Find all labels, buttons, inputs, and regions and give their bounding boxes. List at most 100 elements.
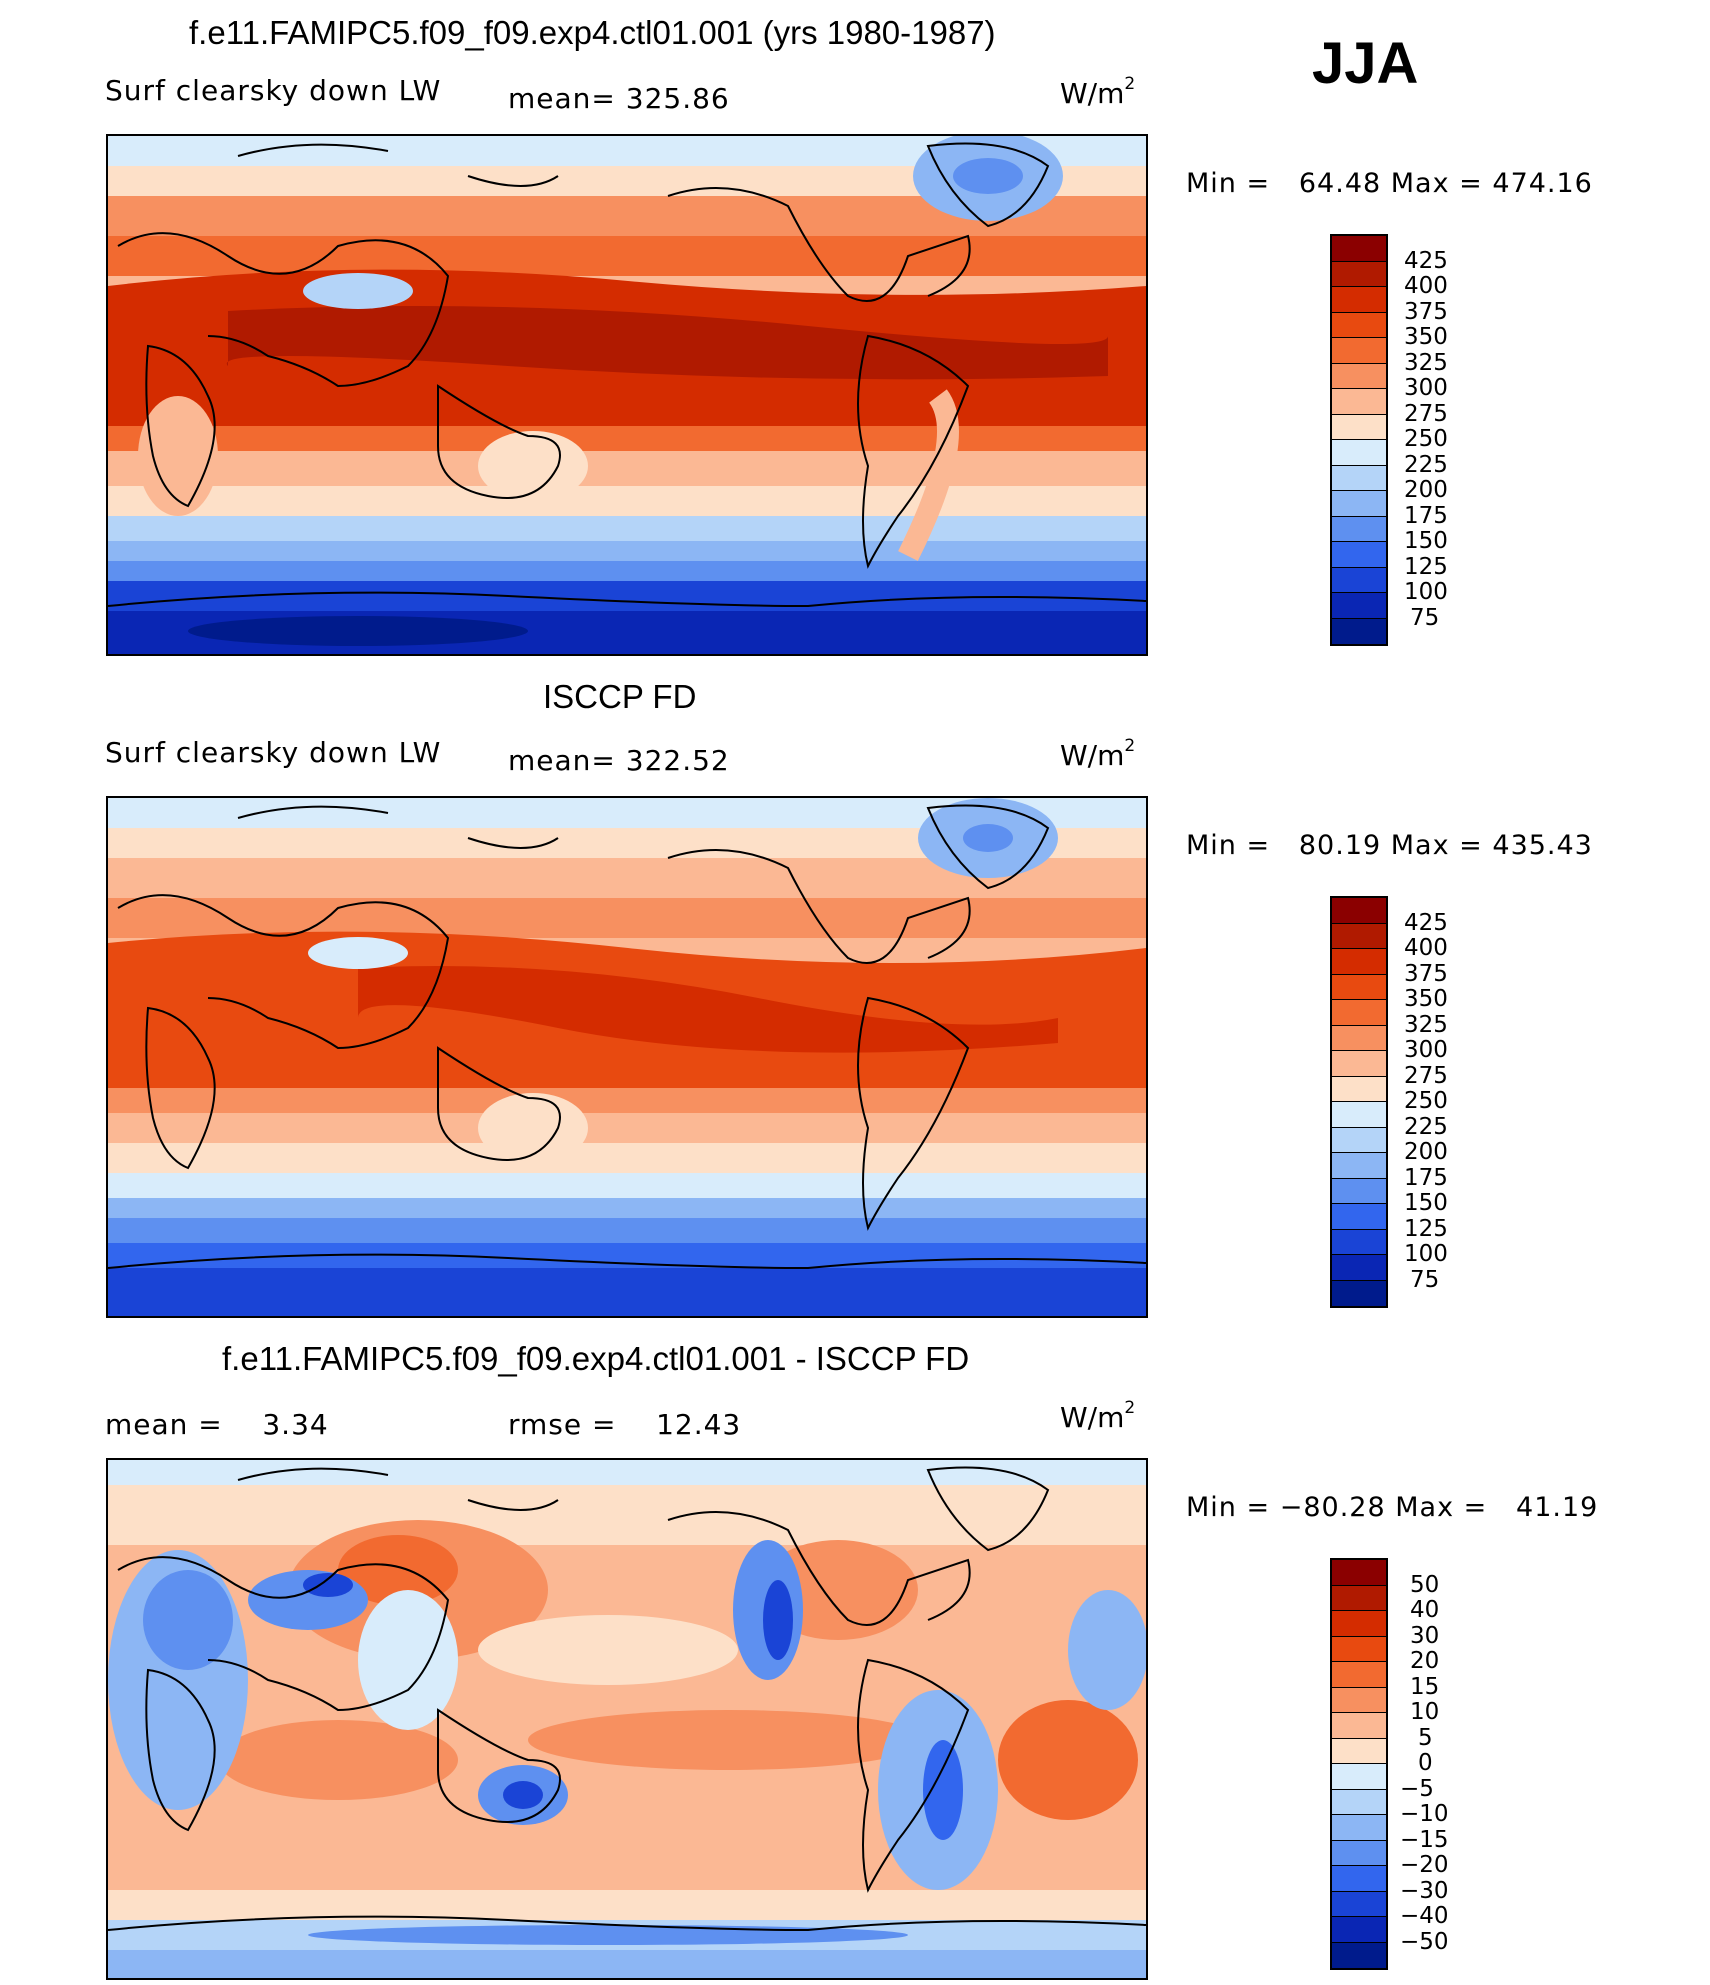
colorbar-swatch — [1332, 542, 1386, 568]
colorbar-tick-label: 325 — [1404, 1011, 1448, 1038]
panel3-max-value: 41.19 — [1516, 1492, 1599, 1523]
colorbar-tick-label: 75 — [1410, 1266, 1440, 1293]
colorbar-tick-label: 425 — [1404, 909, 1448, 936]
panel2-colorbar — [1330, 896, 1388, 1308]
colorbar-tick-label: 125 — [1404, 553, 1448, 580]
colorbar-tick-label: 250 — [1404, 1088, 1448, 1114]
colorbar-tick-label: 350 — [1404, 986, 1448, 1012]
colorbar-swatch — [1332, 1840, 1386, 1866]
colorbar-swatch — [1332, 261, 1386, 287]
colorbar-swatch — [1332, 1662, 1386, 1688]
colorbar-swatch — [1332, 1713, 1386, 1739]
colorbar-swatch — [1332, 338, 1386, 364]
colorbar-tick-label: 275 — [1404, 1062, 1448, 1089]
colorbar-swatch — [1332, 1891, 1386, 1917]
panel3-min-value: −80.28 — [1279, 1492, 1386, 1523]
panel3-minmax: Min = −80.28 Max = 41.19 — [1186, 1492, 1599, 1523]
colorbar-swatch — [1332, 1051, 1386, 1077]
colorbar-swatch — [1332, 236, 1386, 262]
colorbar-swatch — [1332, 440, 1386, 466]
colorbar-swatch — [1332, 1102, 1386, 1128]
panel1-title: f.e11.FAMIPC5.f09_f09.exp4.ctl01.001 (yr… — [189, 14, 996, 51]
panel2-min-value: 80.19 — [1298, 830, 1382, 861]
panel3-colorbar — [1330, 1558, 1388, 1970]
colorbar-swatch — [1332, 593, 1386, 619]
colorbar-tick-label: 15 — [1410, 1673, 1440, 1700]
colorbar-swatch — [1332, 1076, 1386, 1102]
panel2-max-value: 435.43 — [1492, 830, 1593, 861]
colorbar-tick-label: 250 — [1404, 426, 1448, 452]
panel3-units: W/m2 — [1060, 1398, 1136, 1434]
colorbar-swatch — [1332, 567, 1386, 593]
colorbar-swatch — [1332, 287, 1386, 313]
colorbar-tick-label: 100 — [1404, 579, 1448, 605]
panel3-title: f.e11.FAMIPC5.f09_f09.exp4.ctl01.001 - I… — [222, 1340, 970, 1377]
panel1-max-value: 474.16 — [1492, 168, 1593, 199]
colorbar-swatch — [1332, 1917, 1386, 1943]
colorbar-swatch — [1332, 414, 1386, 440]
colorbar-tick-label: 150 — [1404, 1190, 1448, 1216]
colorbar-tick-label: 175 — [1404, 502, 1448, 529]
colorbar-tick-label: −5 — [1400, 1775, 1434, 1802]
colorbar-swatch — [1332, 1789, 1386, 1815]
colorbar-swatch — [1332, 491, 1386, 517]
panel3-difference-map — [106, 1458, 1148, 1980]
colorbar-swatch — [1332, 618, 1386, 644]
colorbar-tick-label: −15 — [1400, 1826, 1449, 1853]
colorbar-swatch — [1332, 1738, 1386, 1764]
colorbar-tick-label: 425 — [1404, 247, 1448, 274]
colorbar-swatch — [1332, 1204, 1386, 1230]
colorbar-tick-label: −50 — [1400, 1928, 1449, 1955]
colorbar-tick-label: 275 — [1404, 400, 1448, 427]
colorbar-swatch — [1332, 1687, 1386, 1713]
colorbar-swatch — [1332, 312, 1386, 338]
colorbar-tick-label: 375 — [1404, 960, 1448, 987]
panel1-units: W/m2 — [1060, 74, 1136, 110]
colorbar-tick-label: 225 — [1404, 1113, 1448, 1140]
colorbar-tick-label: 125 — [1404, 1215, 1448, 1242]
colorbar-tick-label: 400 — [1404, 273, 1448, 299]
colorbar-swatch — [1332, 1560, 1386, 1586]
colorbar-swatch — [1332, 898, 1386, 924]
colorbar-tick-label: −10 — [1400, 1801, 1449, 1827]
colorbar-tick-label: −20 — [1400, 1852, 1449, 1878]
colorbar-tick-label: 100 — [1404, 1241, 1448, 1267]
panel1-model-map — [106, 134, 1148, 656]
colorbar-swatch — [1332, 1866, 1386, 1892]
colorbar-swatch — [1332, 1025, 1386, 1051]
colorbar-tick-label: 300 — [1404, 1037, 1448, 1063]
colorbar-tick-label: 75 — [1410, 604, 1440, 631]
colorbar-swatch — [1332, 1815, 1386, 1841]
panel2-title: ISCCP FD — [543, 678, 697, 715]
season-label: JJA — [1312, 31, 1419, 96]
colorbar-tick-label: 10 — [1410, 1699, 1440, 1725]
colorbar-tick-label: 30 — [1410, 1622, 1440, 1649]
colorbar-tick-label: −40 — [1400, 1903, 1449, 1929]
colorbar-tick-label: 20 — [1410, 1648, 1440, 1674]
colorbar-tick-label: 150 — [1404, 528, 1448, 554]
colorbar-swatch — [1332, 516, 1386, 542]
colorbar-swatch — [1332, 363, 1386, 389]
colorbar-swatch — [1332, 1127, 1386, 1153]
panel3-rmse: rmse = 12.43 — [508, 1408, 742, 1441]
colorbar-tick-label: 225 — [1404, 451, 1448, 478]
colorbar-swatch — [1332, 1000, 1386, 1026]
panel1-colorbar — [1330, 234, 1388, 646]
panel1-min-value: 64.48 — [1298, 168, 1382, 199]
panel1-minmax: Min = 64.48 Max = 474.16 — [1186, 168, 1593, 199]
colorbar-swatch — [1332, 465, 1386, 491]
panel2-variable: Surf clearsky down LW — [105, 736, 442, 769]
colorbar-tick-label: −30 — [1400, 1877, 1449, 1904]
panel1-mean: mean= 325.86 — [508, 82, 730, 115]
colorbar-swatch — [1332, 974, 1386, 1000]
colorbar-tick-label: 50 — [1410, 1571, 1440, 1598]
colorbar-swatch — [1332, 923, 1386, 949]
colorbar-swatch — [1332, 1153, 1386, 1179]
colorbar-swatch — [1332, 1636, 1386, 1662]
colorbar-tick-label: 200 — [1404, 1139, 1448, 1165]
panel2-units: W/m2 — [1060, 736, 1136, 772]
colorbar-tick-label: 400 — [1404, 935, 1448, 961]
colorbar-tick-label: 5 — [1418, 1724, 1433, 1751]
panel2-minmax: Min = 80.19 Max = 435.43 — [1186, 830, 1593, 861]
colorbar-tick-label: 350 — [1404, 324, 1448, 350]
